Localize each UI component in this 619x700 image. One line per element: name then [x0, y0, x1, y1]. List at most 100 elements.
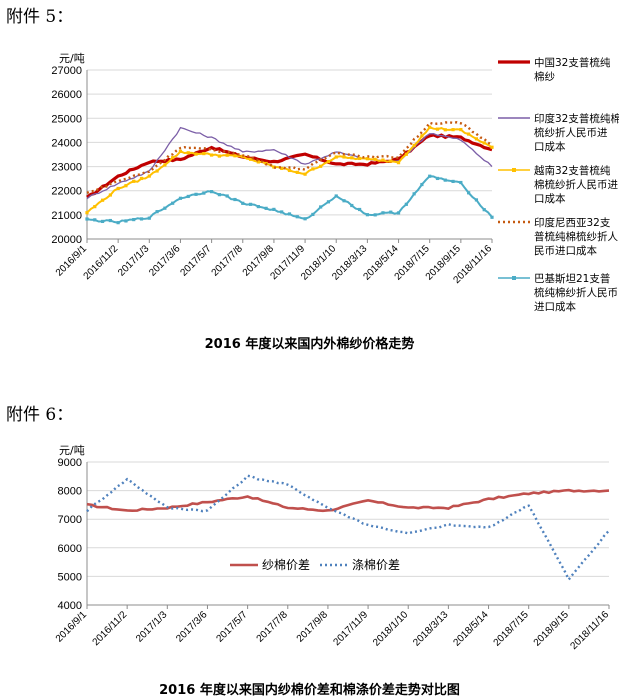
series-point	[396, 211, 401, 215]
series-point	[287, 168, 292, 173]
series-point	[202, 151, 206, 156]
legend-marker	[512, 276, 516, 280]
series-point	[155, 210, 159, 214]
chartundefined-x-tick-label: 2017/3/6	[174, 609, 210, 645]
chartundefined-x-tick-label: 2017/9/8	[295, 609, 331, 645]
series-point	[404, 152, 408, 156]
chartundefined-y-tick-label: 6000	[58, 543, 82, 555]
series-point	[482, 208, 486, 212]
series-point	[381, 158, 385, 162]
chartundefined-x-tick-label: 2017/1/3	[116, 243, 152, 279]
series-point	[139, 217, 144, 221]
series-point	[443, 178, 447, 182]
legend-label-纱棉价差: 纱棉价差	[262, 558, 310, 572]
series-point	[93, 218, 97, 222]
series-point	[163, 163, 167, 167]
series-point	[435, 176, 440, 181]
series-point	[373, 213, 377, 217]
chartundefined-x-tick-label: 2016/9/1	[54, 609, 90, 645]
chart1-title: 2016 年度以来国内外棉纱价格走势	[204, 337, 415, 352]
series-point	[93, 205, 97, 209]
chartundefined-y-tick-label: 20000	[51, 234, 82, 246]
series-point	[225, 153, 229, 157]
series-point	[248, 157, 253, 161]
chartundefined-y-tick-label: 9000	[58, 457, 82, 469]
series-point	[412, 192, 416, 196]
series-point	[132, 179, 136, 183]
series-point	[85, 217, 89, 221]
legend-marker	[512, 168, 516, 172]
series-point	[365, 157, 369, 161]
series-point	[420, 134, 424, 138]
chartundefined-x-tick-label: 2018/1/10	[371, 609, 411, 649]
series-point	[233, 154, 237, 158]
series-line-巴基斯坦21支普梳纯棉纱折人民币进口成本	[86, 175, 493, 224]
legend-label-印度32支普梳纯棉梳纱折人民币进口成本: 印度32支普梳纯棉梳纱折人民币进口成本	[534, 112, 619, 153]
series-point	[155, 169, 159, 173]
series-point	[295, 215, 299, 219]
series-point	[163, 206, 167, 210]
series-line-中国32支普梳纯棉纱	[86, 133, 493, 199]
series-line-印度32支普梳纯棉梳纱折人民币进口成本	[86, 126, 493, 200]
series-point	[280, 166, 284, 171]
series-point	[100, 198, 105, 202]
legend-label-越南32支普梳纯棉梳纱折人民币进口成本: 越南32支普梳纯棉梳纱折人民币进口成本	[534, 164, 618, 205]
chartundefined-x-tick-label: 2017/1/3	[134, 609, 170, 645]
series-line-印度尼西亚32支普梳纯棉梳纱折人民币进口成本	[86, 120, 493, 195]
chartundefined-x-tick-label: 2018/11/16	[568, 609, 611, 652]
series-point	[132, 217, 136, 222]
series-line-纱棉价差	[86, 488, 610, 513]
series-point	[389, 159, 393, 163]
chartundefined-x-tick-label: 2018/7/15	[492, 609, 532, 649]
series-point	[404, 202, 408, 206]
series-point	[295, 170, 299, 174]
series-point	[334, 194, 338, 198]
chartundefined-y-tick-label: 21000	[51, 210, 82, 222]
chartundefined-x-tick-label: 2017/3/6	[147, 243, 183, 279]
series-point	[428, 125, 432, 129]
series-point	[210, 190, 214, 194]
chartundefined-y-tick-label: 7000	[58, 514, 82, 526]
series-point	[396, 161, 401, 165]
series-point	[326, 160, 331, 164]
series-point	[194, 192, 198, 196]
series-point	[241, 201, 245, 205]
series-point	[303, 172, 307, 176]
chartundefined-x-tick-label: 2018/5/14	[451, 609, 491, 649]
chartundefined-y-unit: 元/吨	[59, 52, 85, 65]
series-point	[365, 213, 369, 217]
series-point	[147, 216, 151, 220]
series-point	[389, 210, 393, 214]
series-point	[287, 212, 292, 216]
series-point	[178, 196, 183, 200]
series-point	[381, 211, 385, 215]
series-point	[334, 155, 338, 159]
attachment-5-label: 附件 5：	[6, 7, 74, 27]
chart2-title: 2016 年度以来国内纱棉价差和棉涤价差走势对比图	[159, 683, 460, 698]
series-point	[311, 167, 315, 171]
series-point	[428, 174, 432, 178]
series-line-涤棉价差	[86, 474, 610, 582]
series-point	[178, 149, 183, 153]
legend-label-涤棉价差: 涤棉价差	[352, 558, 400, 572]
series-point	[210, 153, 214, 157]
series-point	[350, 203, 354, 208]
chartundefined-y-tick-label: 8000	[58, 486, 82, 498]
series-point	[342, 155, 346, 159]
series-point	[264, 206, 268, 210]
series-point	[272, 207, 276, 212]
series-point	[124, 219, 128, 223]
series-point	[342, 199, 346, 203]
series-point	[116, 221, 120, 225]
series-point	[319, 205, 323, 209]
series-point	[116, 186, 120, 191]
series-point	[171, 156, 175, 160]
series-point	[357, 156, 362, 161]
series-point	[256, 160, 260, 164]
series-point	[467, 132, 471, 136]
chartundefined-x-tick-label: 2018/9/15	[532, 609, 572, 649]
series-point	[202, 191, 206, 195]
series-point	[186, 194, 190, 199]
chartundefined-y-tick-label: 5000	[58, 571, 82, 583]
